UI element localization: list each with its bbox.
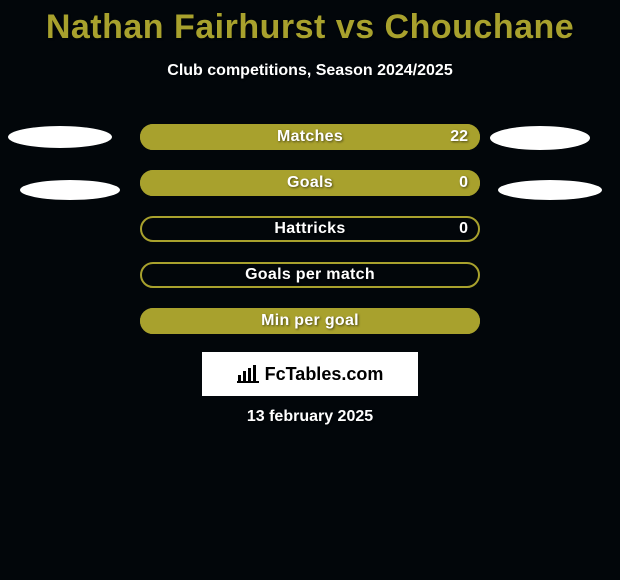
right-ellipse-1: [498, 180, 602, 200]
bar-value: 0: [459, 174, 468, 192]
left-ellipse-1: [20, 180, 120, 200]
bar-value: 22: [450, 128, 468, 146]
brand-badge: FcTables.com: [202, 352, 418, 396]
date-label: 13 february 2025: [0, 408, 620, 426]
bar-label: Matches: [140, 128, 480, 146]
left-ellipse-0: [8, 126, 112, 148]
stat-row-goals-per-match: Goals per match: [140, 262, 480, 288]
stat-row-min-per-goal: Min per goal: [140, 308, 480, 334]
bar-chart-icon: [237, 365, 259, 383]
comparison-infographic: Nathan Fairhurst vs Chouchane Club compe…: [0, 0, 620, 580]
bar-label: Hattricks: [140, 220, 480, 238]
stat-row-hattricks: Hattricks0: [140, 216, 480, 242]
bar-label: Goals: [140, 174, 480, 192]
stat-row-matches: Matches22: [140, 124, 480, 150]
bar-label: Min per goal: [140, 312, 480, 330]
subtitle: Club competitions, Season 2024/2025: [0, 62, 620, 80]
stat-row-goals: Goals0: [140, 170, 480, 196]
brand-text: FcTables.com: [265, 364, 384, 385]
right-ellipse-0: [490, 126, 590, 150]
bar-label: Goals per match: [140, 266, 480, 284]
page-title: Nathan Fairhurst vs Chouchane: [0, 8, 620, 47]
stat-bars: Matches22Goals0Hattricks0Goals per match…: [140, 124, 480, 354]
bar-value: 0: [459, 220, 468, 238]
